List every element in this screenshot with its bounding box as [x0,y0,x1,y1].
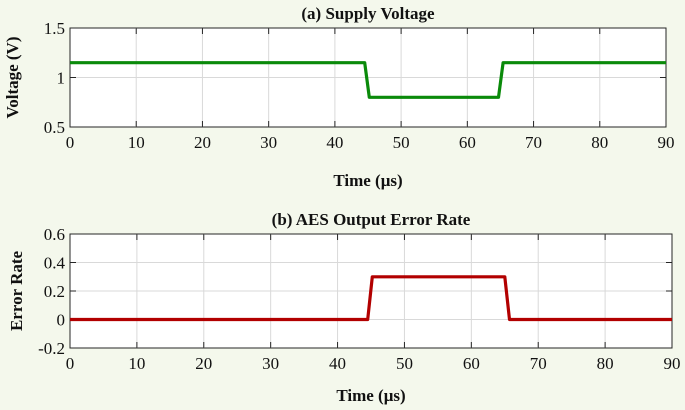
voltage-x-tick-label: 80 [591,133,608,152]
error-rate-y-tick-label: -0.2 [38,339,65,358]
voltage-x-tick-label: 40 [326,133,343,152]
error-rate-y-axis-label: Error Rate [7,251,26,332]
voltage-y-tick-label: 1 [57,69,66,88]
voltage-y-tick-label: 1.5 [44,19,65,38]
error-rate-y-tick-label: 0 [57,311,66,330]
voltage-x-tick-label: 90 [658,133,675,152]
voltage-x-tick-label: 20 [194,133,211,152]
voltage-x-tick-label: 0 [66,133,75,152]
voltage-x-tick-label: 60 [459,133,476,152]
error-rate-x-tick-label: 60 [463,354,480,373]
error-rate-y-tick-label: 0.6 [44,225,65,244]
error-rate-x-tick-label: 30 [262,354,279,373]
supply-voltage-chart: 0 10 20 30 40 50 60 70 80 90 1.5 1 0.5 (a) Supply Vol… [3,4,675,190]
voltage-x-tick-label: 70 [525,133,542,152]
voltage-x-tick-label: 50 [393,133,410,152]
error-rate-x-axis-label: Time (μs) [336,386,405,405]
error-rate-x-tick-label: 20 [195,354,212,373]
voltage-y-axis-label: Voltage (V) [3,37,22,119]
voltage-series-line [70,61,666,99]
error-rate-x-tick-label: 0 [66,354,75,373]
error-rate-y-tick-label: 0.2 [44,282,65,301]
voltage-x-axis-label: Time (μs) [333,171,402,190]
error-rate-series-line [70,275,672,322]
error-rate-chart-title: (b) AES Output Error Rate [272,210,471,229]
error-rate-x-tick-label: 80 [597,354,614,373]
voltage-y-tick-label: 0.5 [44,118,65,137]
error-rate-x-tick-label: 10 [128,354,145,373]
error-rate-chart: 0 10 20 30 40 50 60 70 80 900.60.40.20-0.2(b) AES… [7,210,681,405]
error-rate-x-tick-label: 70 [530,354,547,373]
voltage-x-tick-label: 30 [260,133,277,152]
voltage-x-tick-label: 10 [128,133,145,152]
error-rate-y-tick-label: 0.4 [44,254,66,273]
error-rate-x-tick-label: 40 [329,354,346,373]
voltage-chart-title: (a) Supply Voltage [301,4,435,23]
error-rate-x-tick-label: 50 [396,354,413,373]
error-rate-x-tick-label: 90 [664,354,681,373]
